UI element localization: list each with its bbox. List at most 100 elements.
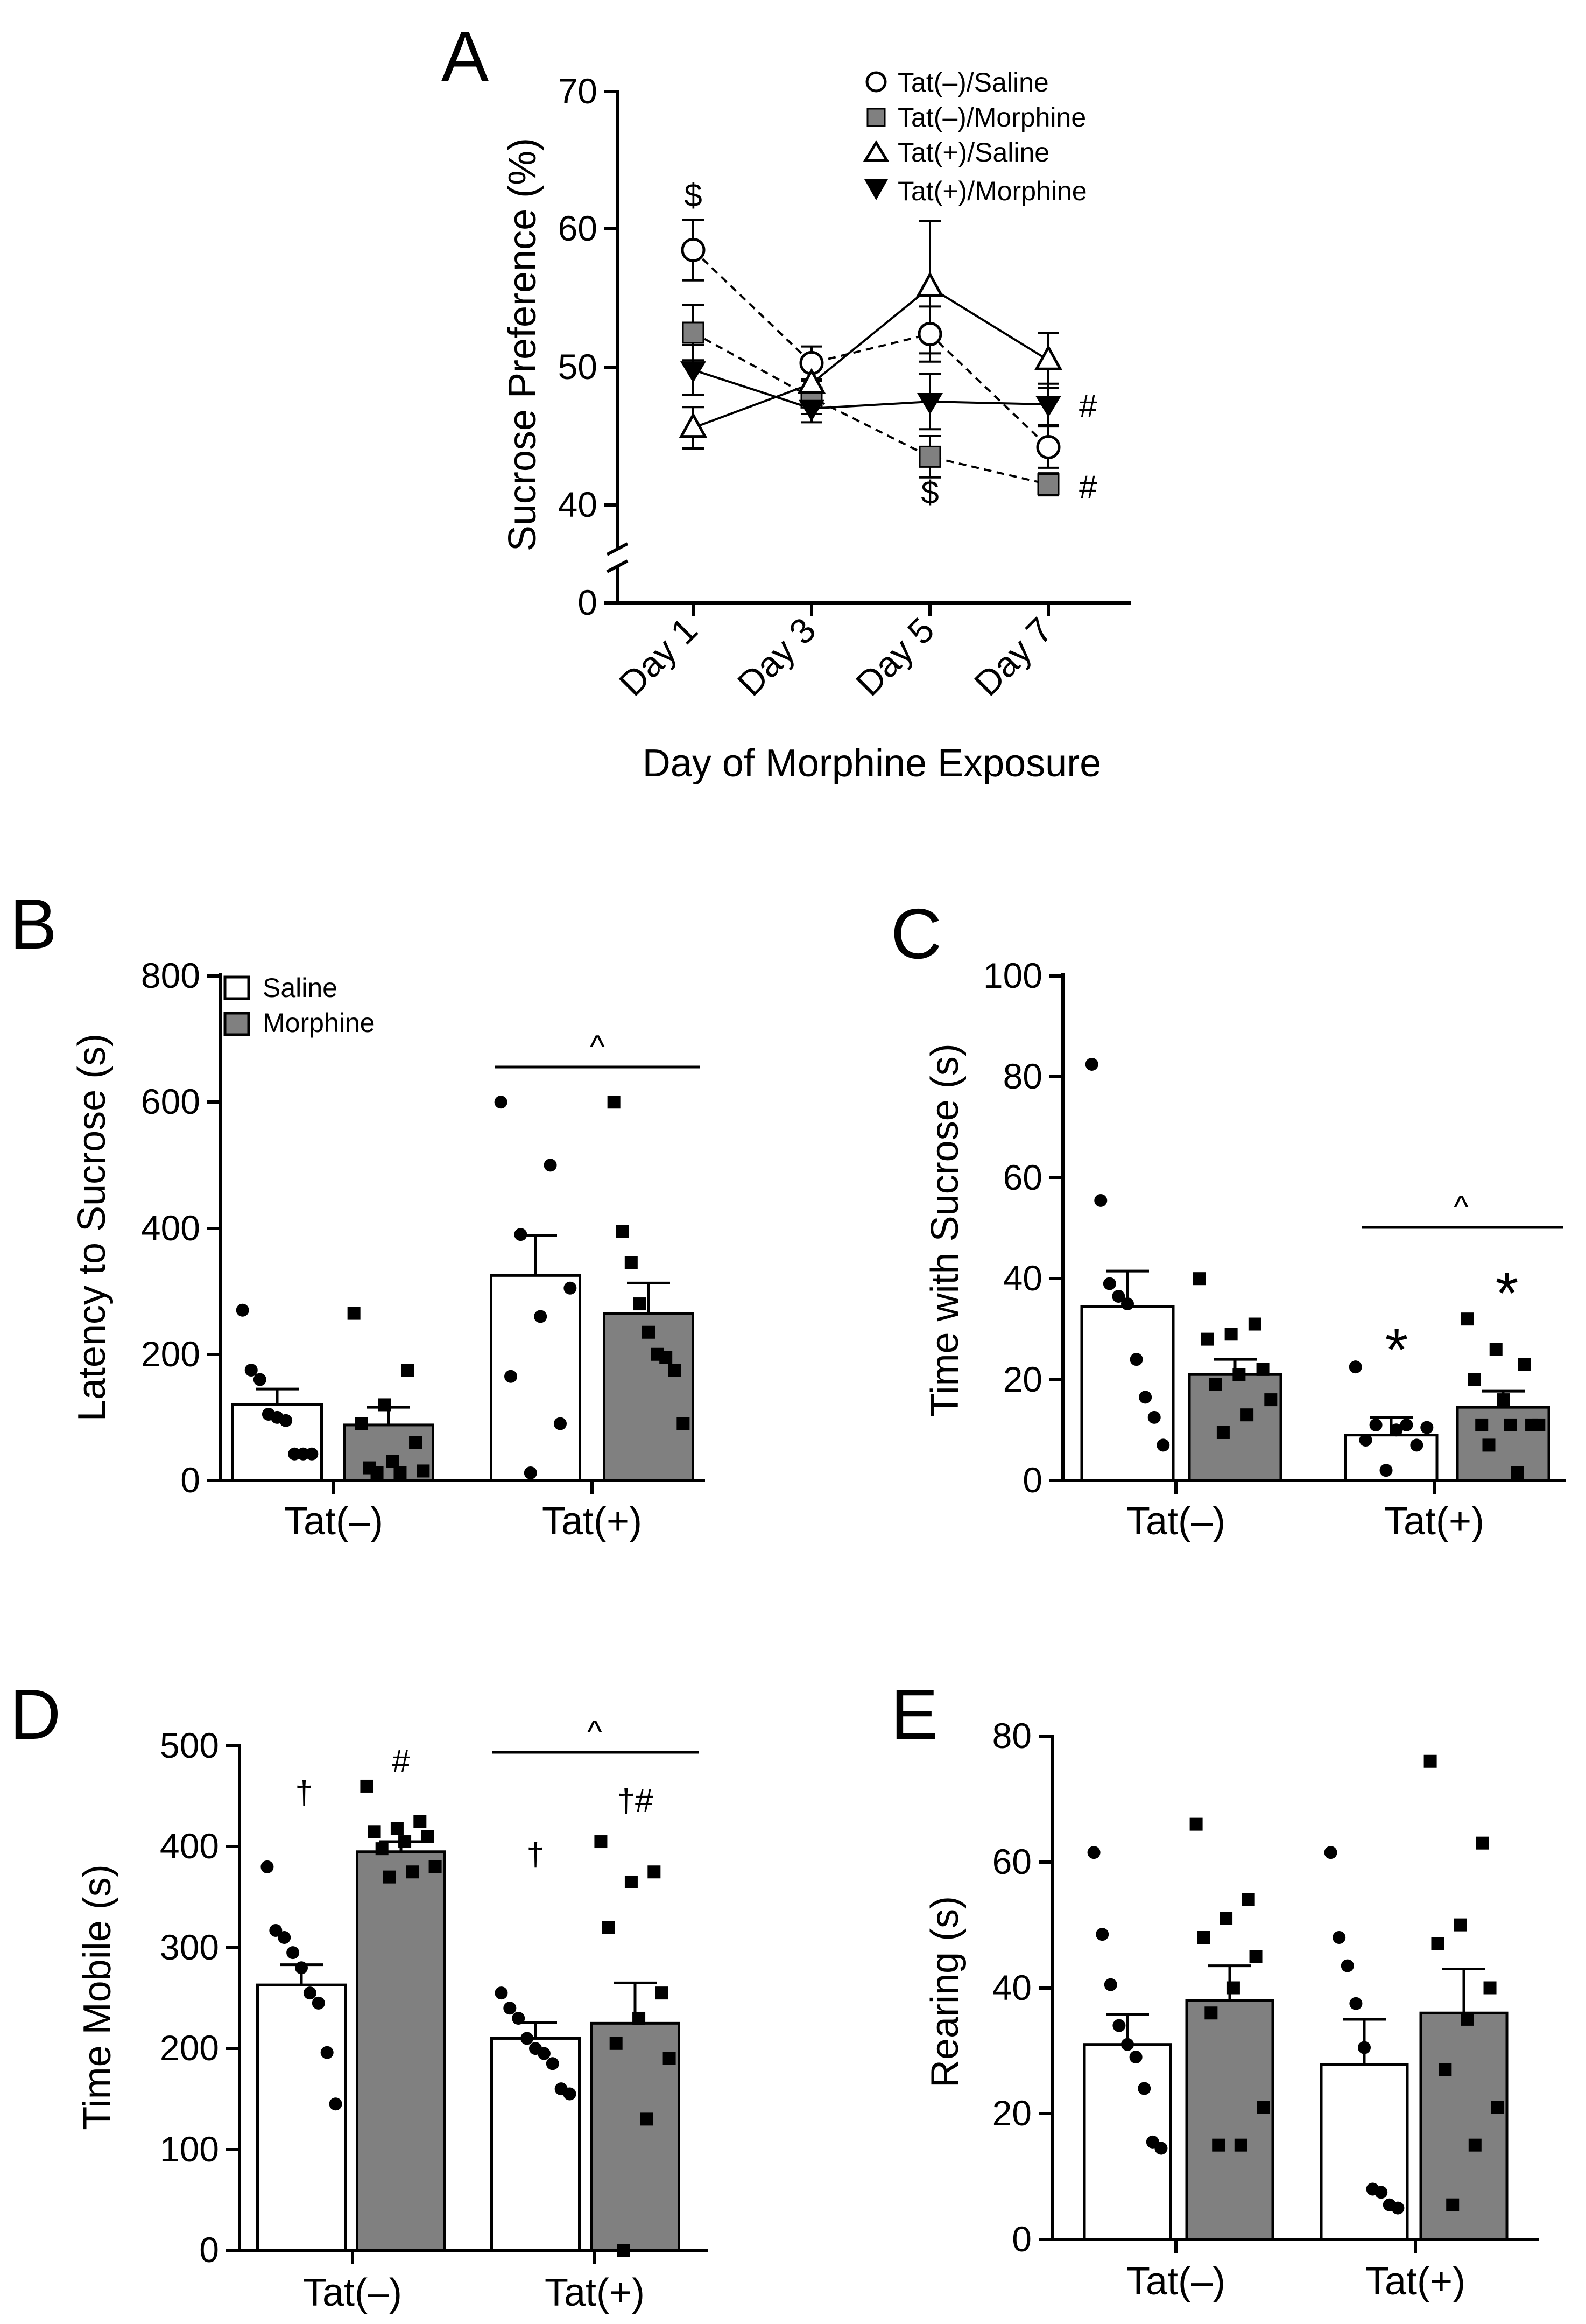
panel-b-letter: B	[10, 884, 57, 964]
panel-c-ytick-label: 0	[1023, 1460, 1042, 1500]
data-point-circle	[1349, 1360, 1362, 1374]
panel-c-ytick-label: 20	[1003, 1359, 1042, 1399]
data-point-circle	[1157, 1438, 1170, 1452]
panel-d-annotation-dagger: †	[526, 1836, 544, 1872]
panel-d-y-ticks: 500 400 300 200 100 0	[160, 1725, 239, 2270]
data-point-circle	[495, 1986, 508, 2000]
data-point-square	[659, 1351, 673, 1364]
data-point-circle	[253, 1373, 266, 1386]
panel-a-markers	[679, 237, 1063, 496]
data-point-circle	[524, 1466, 537, 1479]
series-line-2	[693, 286, 1049, 429]
series-line-0	[692, 249, 1049, 448]
panel-d-ytick-label: 100	[160, 2129, 219, 2169]
data-point-circle	[286, 1946, 300, 1960]
data-point-square	[1468, 2138, 1482, 2152]
data-point-circle	[1112, 1289, 1125, 1303]
data-point-square	[1461, 1312, 1474, 1326]
data-point-circle	[1094, 1193, 1108, 1207]
panel-a-ytick-label: 50	[558, 347, 597, 387]
bar-saline	[490, 2037, 581, 2252]
data-point-circle	[1391, 2201, 1405, 2215]
data-point-square	[398, 1835, 412, 1849]
data-point-circle	[546, 2057, 559, 2070]
data-point-square	[1240, 1408, 1254, 1422]
panel-c-significance-caret: ^	[1454, 1189, 1469, 1225]
data-point-square	[1212, 2138, 1225, 2152]
panel-c-y-ticks: 100 80 60 40 20 0	[983, 956, 1063, 1500]
data-point-circle	[1374, 2186, 1388, 2199]
panel-b-ytick-label: 800	[141, 956, 200, 995]
panel-c-star: *	[1496, 1260, 1519, 1326]
panel-b-xtick-label: Tat(+)	[542, 1500, 642, 1543]
panel-c-y-axis-title: Time with Sucrose (s)	[924, 1043, 967, 1416]
data-point-square	[409, 1436, 422, 1449]
panel-e-error-bars	[1106, 1964, 1485, 2065]
data-point-circle	[1138, 2082, 1151, 2095]
data-point-square	[632, 2011, 646, 2025]
data-point-triangle-up	[915, 271, 944, 298]
data-point-square	[1423, 1754, 1437, 1768]
data-point-triangle-up	[679, 412, 708, 438]
panel-a-axis-break-1	[606, 542, 629, 556]
data-point-square	[1224, 1328, 1238, 1341]
data-point-circle	[1087, 1846, 1101, 1859]
legend-label: Saline	[263, 973, 337, 1003]
data-point-square	[1204, 2006, 1218, 2020]
data-point-square	[602, 1921, 615, 1934]
panel-c: C 100 80 60 40 20 0 Tat(–) Tat(+) Time w…	[891, 894, 1566, 1543]
data-point-square	[375, 1842, 389, 1856]
data-point-square	[1201, 1332, 1214, 1346]
bar-saline	[1080, 1305, 1175, 1482]
panel-b-ytick-label: 0	[180, 1460, 200, 1500]
data-point-square	[390, 1822, 404, 1835]
legend-marker-triangle-down-black	[864, 179, 888, 200]
data-point-square	[1220, 1912, 1233, 1925]
data-point-circle	[512, 2011, 525, 2025]
data-point-square	[1518, 1358, 1531, 1371]
panel-d-annotation-dagger-hash: †#	[617, 1782, 653, 1819]
data-point-circle	[1036, 434, 1061, 459]
panel-a-ytick-label: 0	[577, 582, 597, 622]
legend-label: Tat(–)/Morphine	[898, 102, 1086, 132]
legend-swatch-morphine	[223, 1012, 250, 1036]
data-point-circle	[1420, 1421, 1434, 1434]
data-point-square	[1482, 1438, 1496, 1452]
legend-label: Morphine	[263, 1008, 375, 1038]
panel-e-ytick-label: 80	[992, 1716, 1032, 1756]
data-point-circle	[1085, 1057, 1098, 1071]
panel-d-points	[260, 1779, 676, 2257]
data-point-square	[347, 1307, 361, 1320]
data-point-square	[1257, 2101, 1270, 2114]
data-point-circle	[1147, 1410, 1161, 1424]
panel-c-ytick-label: 60	[1003, 1157, 1042, 1197]
data-point-circle	[1358, 2041, 1371, 2054]
panel-b-error-bars	[256, 1234, 670, 1425]
data-point-circle	[1369, 1418, 1383, 1431]
data-point-square	[594, 1835, 608, 1849]
panel-d-significance-caret: ^	[587, 1714, 602, 1750]
panel-c-letter: C	[891, 894, 942, 973]
data-point-square	[428, 1860, 442, 1873]
bar-morphine	[1188, 1373, 1282, 1482]
data-point-circle	[305, 1447, 319, 1461]
panel-e-points	[1087, 1754, 1504, 2215]
data-point-square	[1489, 1343, 1503, 1356]
data-point-square	[662, 2052, 676, 2065]
panel-b-y-axis-title: Latency to Sucrose (s)	[71, 1034, 114, 1421]
data-point-circle	[563, 2087, 576, 2101]
data-point-square	[609, 2037, 623, 2050]
data-point-square	[1468, 1373, 1481, 1386]
data-point-square	[617, 2244, 630, 2257]
panel-d-ytick-label: 300	[160, 1927, 219, 1967]
data-point-circle	[503, 2002, 517, 2015]
data-point-circle	[1096, 1928, 1109, 1941]
panel-a-letter: A	[441, 17, 489, 96]
data-point-square	[682, 321, 704, 344]
panel-d-annotation-hash: #	[392, 1743, 410, 1779]
panel-b-ytick-label: 200	[141, 1334, 200, 1374]
data-point-square	[1249, 1950, 1263, 1963]
panel-a-y-axis-title: Sucrose Preference (%)	[501, 138, 544, 551]
data-point-circle	[1379, 1464, 1393, 1477]
